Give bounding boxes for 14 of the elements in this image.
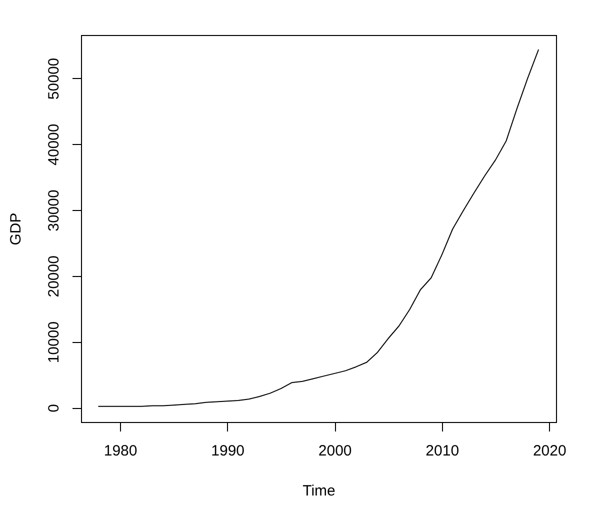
x-axis-title: Time [302, 482, 336, 500]
y-tick-label: 0 [46, 404, 62, 412]
y-axis-title: GDP [8, 212, 24, 246]
y-tick-label: 30000 [46, 190, 62, 232]
y-tick-label: 20000 [46, 256, 62, 298]
x-tick-label: 1990 [211, 442, 245, 460]
x-tick-label: 2010 [426, 442, 460, 460]
x-tick-label: 1980 [104, 442, 138, 460]
x-tick-label: 2000 [318, 442, 352, 460]
x-tick-label: 2020 [532, 442, 566, 460]
y-tick-label: 40000 [46, 124, 62, 166]
y-tick-label: 50000 [46, 58, 62, 100]
y-tick-label: 10000 [46, 321, 62, 364]
line-series [98, 49, 539, 407]
